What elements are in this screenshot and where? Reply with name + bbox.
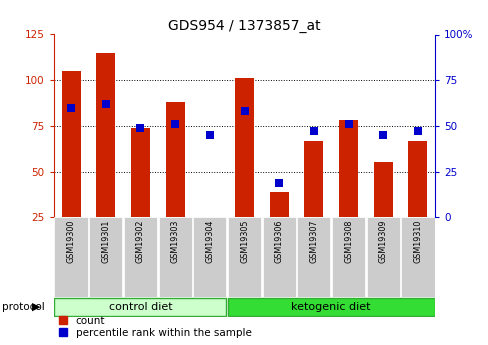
Bar [227,217,261,297]
Point [379,132,386,138]
Bar [235,78,254,217]
Text: GSM19302: GSM19302 [136,220,144,263]
Bar [338,120,357,217]
Text: GSM19301: GSM19301 [101,220,110,263]
Text: GSM19306: GSM19306 [274,220,283,263]
Bar [131,128,150,217]
Point [171,121,179,127]
Text: GSM19300: GSM19300 [66,220,76,263]
Bar [227,298,434,316]
Bar [96,53,115,217]
Point [413,129,421,134]
Point [309,129,317,134]
Bar [123,217,157,297]
Text: GSM19308: GSM19308 [344,220,352,263]
Point [67,105,75,110]
Bar [331,217,365,297]
Text: GSM19303: GSM19303 [170,220,179,263]
Text: protocol: protocol [2,302,45,312]
Text: GSM19305: GSM19305 [240,220,248,263]
Text: GSM19307: GSM19307 [309,220,318,263]
Bar [54,298,226,316]
Point [240,109,248,114]
Point [102,101,109,107]
Text: GSM19309: GSM19309 [378,220,387,263]
Legend: count, percentile rank within the sample: count, percentile rank within the sample [59,316,251,338]
Title: GDS954 / 1373857_at: GDS954 / 1373857_at [168,19,320,33]
Bar [304,140,323,217]
Text: GSM19310: GSM19310 [412,220,422,263]
Point [344,121,352,127]
Bar [262,217,295,297]
Bar [61,71,81,217]
Bar [54,217,87,297]
Point [136,125,144,130]
Point [205,132,213,138]
Bar [366,217,399,297]
Bar [297,217,330,297]
Bar [158,217,191,297]
Bar [373,162,392,217]
Text: control diet: control diet [108,302,172,312]
Bar [193,217,226,297]
Bar [269,192,288,217]
Text: GSM19304: GSM19304 [205,220,214,263]
Bar [407,140,427,217]
Bar [89,217,122,297]
Point [275,180,283,185]
Text: ▶: ▶ [32,302,41,312]
Bar [401,217,434,297]
Bar [165,102,184,217]
Text: ketogenic diet: ketogenic diet [291,302,370,312]
